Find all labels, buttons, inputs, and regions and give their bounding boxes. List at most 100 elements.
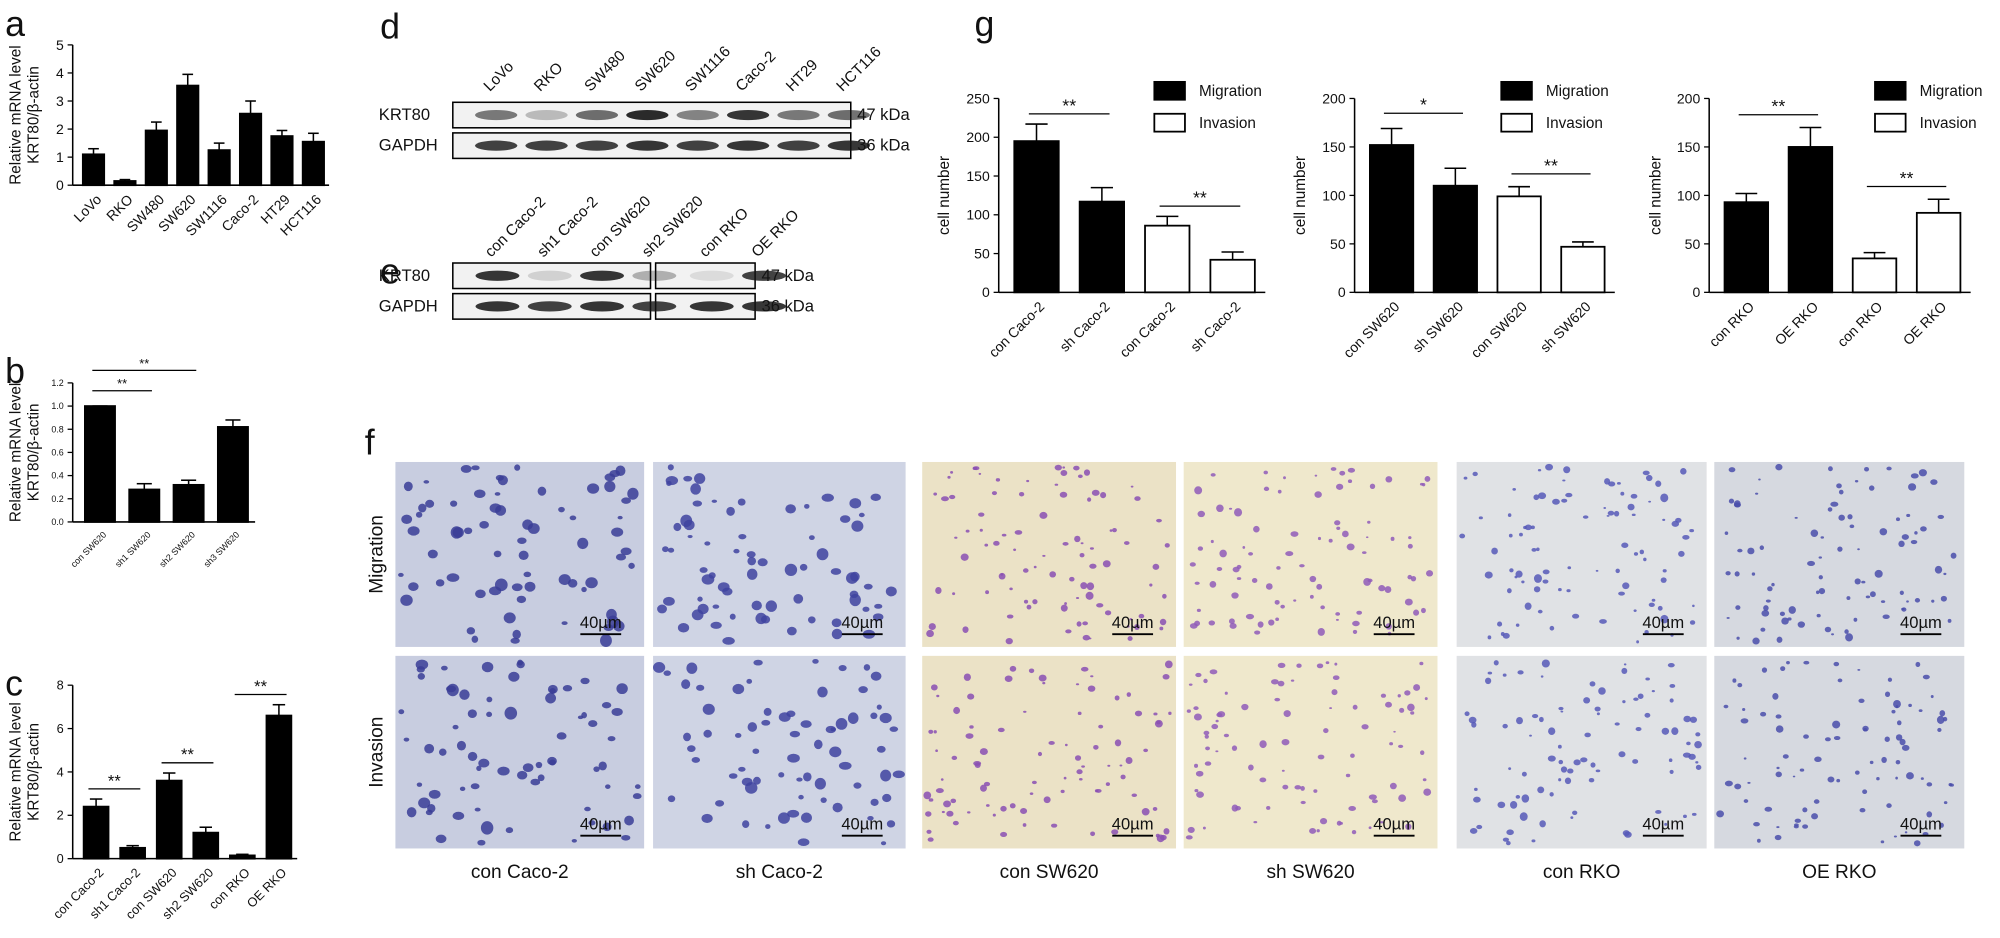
micrograph xyxy=(922,655,1177,849)
cell xyxy=(545,692,557,704)
cell xyxy=(753,659,763,666)
cell xyxy=(941,810,945,814)
cell xyxy=(1691,812,1697,816)
cell xyxy=(962,626,969,634)
cell xyxy=(398,572,404,577)
scale-bar-label: 40µm xyxy=(580,613,622,632)
significance-label: ** xyxy=(1193,188,1207,208)
cell xyxy=(527,523,540,534)
cell xyxy=(632,793,642,800)
cell xyxy=(441,665,448,671)
cell xyxy=(681,679,691,690)
y-axis-label: KRT80/β-actin xyxy=(25,723,42,821)
cell xyxy=(558,506,565,513)
cell xyxy=(1635,727,1642,732)
cell xyxy=(1847,514,1853,520)
cell xyxy=(1254,630,1261,635)
cell xyxy=(427,549,438,559)
legend-swatch xyxy=(1500,112,1533,133)
cell xyxy=(428,789,441,799)
cell xyxy=(1807,560,1816,567)
cell xyxy=(1033,565,1037,569)
legend-label: Invasion xyxy=(1920,115,1977,132)
cell xyxy=(1130,485,1134,488)
cell xyxy=(1752,637,1760,645)
cell xyxy=(1515,570,1523,578)
panel-label: d xyxy=(380,7,400,47)
cell xyxy=(1849,524,1855,529)
blot-row-label: KRT80 xyxy=(379,105,430,124)
cell xyxy=(1831,633,1835,636)
cell xyxy=(1845,633,1853,642)
cell xyxy=(1059,491,1068,498)
cell xyxy=(479,521,489,529)
cell xyxy=(1564,777,1572,785)
cell xyxy=(1224,691,1228,695)
cell xyxy=(1464,711,1470,717)
cell xyxy=(1901,534,1909,540)
cell xyxy=(1107,764,1111,767)
y-tick-label: 4 xyxy=(57,764,64,779)
cell xyxy=(1189,562,1196,567)
cell xyxy=(831,628,843,640)
bar xyxy=(1209,258,1256,294)
cell xyxy=(1317,628,1325,636)
cell xyxy=(1277,662,1286,669)
cell xyxy=(1385,476,1393,483)
bar xyxy=(1787,146,1834,294)
cell xyxy=(1689,716,1698,723)
cell xyxy=(1236,577,1242,580)
cell xyxy=(1069,576,1075,582)
cell xyxy=(1203,730,1210,736)
cell xyxy=(1268,619,1275,626)
cell xyxy=(1026,604,1032,610)
cell xyxy=(1837,678,1843,683)
panel-label: e xyxy=(380,251,400,291)
cell xyxy=(1037,751,1043,757)
cell xyxy=(1332,675,1340,681)
cell xyxy=(831,618,842,628)
cell xyxy=(1644,712,1651,718)
cell xyxy=(1317,754,1325,760)
cell xyxy=(979,748,988,755)
cell xyxy=(940,778,944,781)
cell xyxy=(1347,467,1356,473)
cell xyxy=(983,781,991,787)
cell xyxy=(1039,511,1048,519)
cell xyxy=(456,740,466,751)
cell xyxy=(1156,518,1162,523)
cell xyxy=(1129,618,1133,621)
cell xyxy=(464,527,473,535)
cell xyxy=(687,534,693,539)
cell xyxy=(1771,582,1775,587)
cell xyxy=(952,592,956,596)
cell xyxy=(1134,624,1140,631)
cell xyxy=(813,739,823,750)
cell xyxy=(1950,552,1957,559)
bar xyxy=(238,112,263,187)
cell xyxy=(1087,497,1092,502)
cell xyxy=(1134,710,1143,717)
cell xyxy=(1561,498,1568,503)
cell xyxy=(1539,716,1544,723)
cell xyxy=(923,791,932,800)
cell xyxy=(601,702,612,709)
scale-bar-label: 40µm xyxy=(1373,613,1415,632)
cell xyxy=(1502,837,1510,842)
cell xyxy=(1810,529,1819,538)
cell xyxy=(1760,711,1767,717)
cell xyxy=(1126,692,1132,697)
cell xyxy=(1196,608,1201,613)
cell xyxy=(1020,807,1028,814)
cell xyxy=(1334,520,1341,526)
cell xyxy=(547,684,558,694)
cell xyxy=(1895,760,1901,765)
cell xyxy=(1786,660,1790,665)
cell xyxy=(838,761,852,770)
cell xyxy=(1229,623,1237,629)
y-axis-label: cell number xyxy=(936,156,953,235)
cell xyxy=(1384,586,1392,594)
blot-band xyxy=(527,270,572,281)
cell xyxy=(830,727,836,732)
cell xyxy=(1152,563,1160,570)
